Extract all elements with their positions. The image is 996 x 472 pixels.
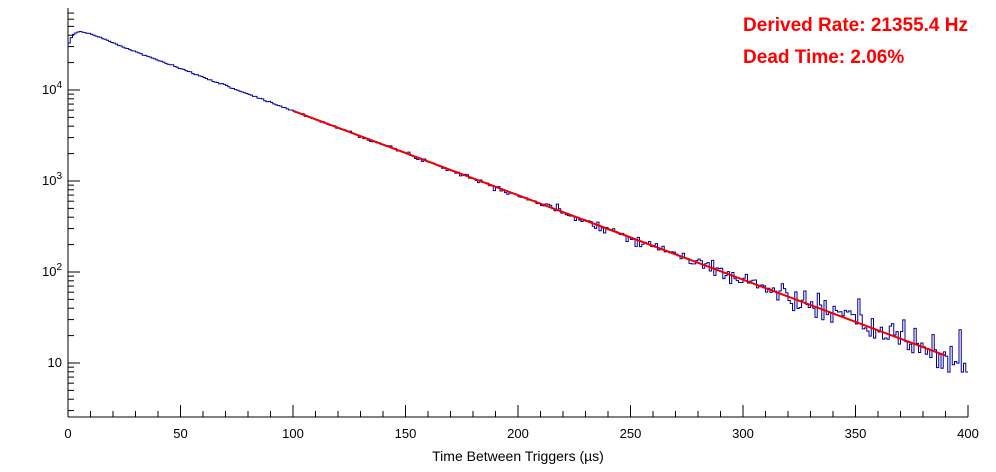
svg-text:150: 150 xyxy=(395,426,417,441)
exponential-fit-line xyxy=(292,109,946,357)
svg-text:400: 400 xyxy=(957,426,979,441)
axis-ticks xyxy=(67,12,969,417)
svg-text:103: 103 xyxy=(42,171,62,188)
histogram-series xyxy=(68,30,968,373)
tick-labels: 0 50 100 150 200 250 300 350 400 10 102 103 104 xyxy=(42,80,979,441)
svg-text:104: 104 xyxy=(42,80,62,97)
stats-annotation: Derived Rate: 21355.4 Hz Dead Time: 2.06… xyxy=(743,10,968,74)
svg-text:350: 350 xyxy=(845,426,867,441)
svg-text:Time Between Triggers (µs): Time Between Triggers (µs) xyxy=(432,448,604,464)
svg-text:300: 300 xyxy=(732,426,754,441)
svg-text:250: 250 xyxy=(620,426,642,441)
svg-text:102: 102 xyxy=(42,262,62,279)
dead-time-label: Dead Time: 2.06% xyxy=(743,47,905,68)
svg-text:10: 10 xyxy=(48,355,62,370)
derived-rate-label: Derived Rate: 21355.4 Hz xyxy=(743,15,968,36)
x-axis-title: Time Between Triggers (µs) xyxy=(432,448,604,464)
svg-text:0: 0 xyxy=(64,426,71,441)
svg-text:200: 200 xyxy=(507,426,529,441)
svg-text:50: 50 xyxy=(173,426,187,441)
svg-text:100: 100 xyxy=(282,426,304,441)
